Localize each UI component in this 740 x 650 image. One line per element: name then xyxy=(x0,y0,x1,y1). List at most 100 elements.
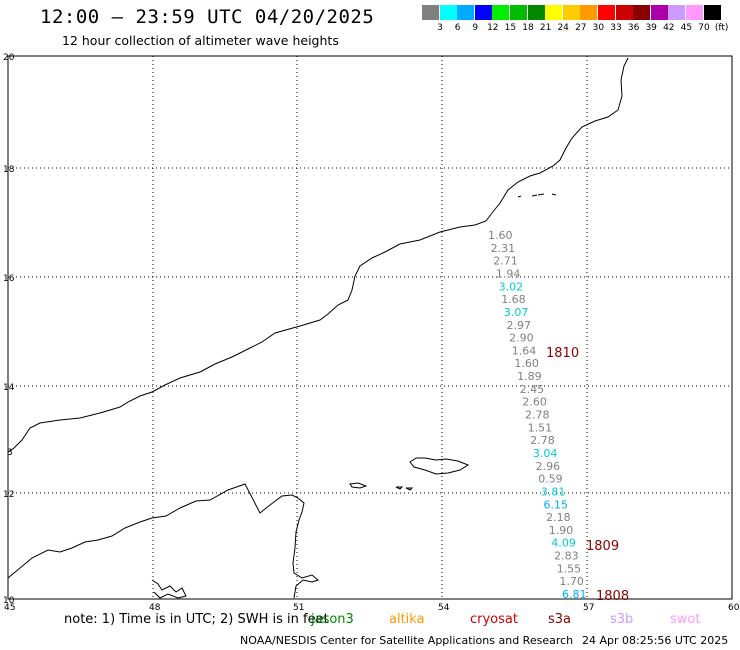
scale-swatch xyxy=(474,5,492,20)
satellite-legend-item: jason3 xyxy=(311,612,354,627)
satellite-legend-item: cryosat xyxy=(470,612,518,627)
longitude-tick-label: 48 xyxy=(149,603,161,613)
somalia-inland-marking xyxy=(151,579,187,599)
wave-height-value: 0.59 xyxy=(538,473,563,486)
credit-line: NOAA/NESDIS Center for Satellite Applica… xyxy=(240,634,574,647)
scale-swatch xyxy=(650,5,668,20)
latitude-tick-label: 12 xyxy=(3,490,14,500)
scale-label: 21 xyxy=(539,23,552,33)
wave-height-value: 3.04 xyxy=(533,447,558,460)
wave-height-value: 2.97 xyxy=(507,319,532,332)
scale-swatch xyxy=(457,5,475,20)
wave-height-value: 1.90 xyxy=(549,524,574,537)
scale-label: (ft) xyxy=(714,23,729,33)
pass-time-label: 1810 xyxy=(546,346,579,361)
scale-swatch xyxy=(668,5,686,20)
map-frame xyxy=(7,55,733,600)
scale-swatch xyxy=(527,5,545,20)
generated-timestamp: 24 Apr 08:25:56 UTC 2025 xyxy=(582,634,729,647)
chart-title: 12:00 — 23:59 UTC 04/20/2025 xyxy=(40,6,375,28)
somalia-coast xyxy=(7,483,320,599)
map-grid xyxy=(8,56,732,599)
samhah-island xyxy=(395,486,404,490)
longitude-tick-label: 51 xyxy=(293,603,304,613)
scale-swatch xyxy=(598,5,615,20)
wave-height-value: 2.96 xyxy=(536,460,561,473)
wave-height-value: 6.81 xyxy=(562,588,587,601)
wave-height-value: 6.15 xyxy=(544,498,569,511)
wave-height-value: 3.07 xyxy=(504,306,529,319)
satellite-legend-item: swot xyxy=(670,612,701,627)
scale-label: 33 xyxy=(610,23,622,33)
wave-height-value: 1.94 xyxy=(496,268,521,281)
scale-label: 27 xyxy=(575,23,587,33)
scale-swatch xyxy=(615,5,633,20)
wave-height-value: 2.78 xyxy=(525,409,550,422)
socotra-island xyxy=(409,457,470,475)
scale-label: 36 xyxy=(627,23,640,33)
longitude-tick-label: 45 xyxy=(4,603,15,613)
scale-label: 3 xyxy=(437,23,443,33)
wave-height-value: 2.31 xyxy=(491,242,515,255)
wave-height-value: 2.78 xyxy=(530,434,555,447)
scale-label: 24 xyxy=(557,23,569,33)
pass-time-labels: 1810 1809 1808 xyxy=(546,346,629,604)
scale-label: 39 xyxy=(645,23,657,33)
scale-label: 6 xyxy=(454,23,461,33)
scale-label: 30 xyxy=(592,23,605,33)
kuria-muria-islands xyxy=(517,193,557,198)
longitude-tick-labels: 45 48 51 54 57 60 xyxy=(4,603,740,613)
scale-swatch xyxy=(580,5,598,20)
scale-label: 15 xyxy=(504,23,517,33)
scale-swatch xyxy=(510,5,527,20)
partial-axis-label: 3 xyxy=(7,448,13,458)
wave-height-value: 1.89 xyxy=(517,370,542,383)
latitude-tick-label: 18 xyxy=(3,165,15,175)
wave-height-value: 1.70 xyxy=(559,575,584,588)
scale-swatch xyxy=(562,5,580,20)
wave-height-value: 2.60 xyxy=(522,396,547,409)
wave-height-value: 3.81 xyxy=(541,485,566,498)
wave-height-value: 1.60 xyxy=(488,229,513,242)
abd-al-kuri-island xyxy=(349,482,368,489)
scale-swatch xyxy=(422,5,439,20)
wave-height-value: 1.55 xyxy=(557,562,582,575)
pass-time-label: 1809 xyxy=(586,539,619,554)
wave-height-value: 2.18 xyxy=(546,511,571,524)
wave-height-value: 1.60 xyxy=(514,357,539,370)
latitude-tick-label: 16 xyxy=(3,274,15,284)
satellite-legend-item: altika xyxy=(389,612,425,627)
scale-swatch xyxy=(703,5,721,20)
latitude-tick-label: 14 xyxy=(3,383,15,393)
darsah-island xyxy=(405,487,414,491)
wave-height-value: 4.09 xyxy=(551,537,576,550)
wave-height-value: 2.83 xyxy=(554,550,579,563)
longitude-tick-label: 60 xyxy=(728,603,740,613)
scale-swatch xyxy=(545,5,563,20)
wave-height-value: 2.45 xyxy=(520,383,545,396)
arabian-peninsula-coast xyxy=(7,57,629,453)
latitude-tick-label: 10 xyxy=(3,596,15,606)
wave-height-value: 2.71 xyxy=(493,255,518,268)
pass-time-label: 1808 xyxy=(596,589,629,604)
scale-label: 18 xyxy=(522,23,534,33)
wave-height-value: 1.64 xyxy=(512,344,537,357)
scale-swatch xyxy=(492,5,510,20)
scale-label: 9 xyxy=(472,23,479,33)
scale-swatch xyxy=(439,5,457,20)
altimeter-track: 1.602.312.711.943.021.683.072.972.901.64… xyxy=(488,229,587,601)
satellite-legend-item: s3a xyxy=(548,612,572,627)
scale-swatch xyxy=(686,5,703,20)
scale-label: 12 xyxy=(487,23,499,33)
longitude-tick-label: 57 xyxy=(583,603,594,613)
scale-label: 45 xyxy=(680,23,693,33)
scale-label: 42 xyxy=(663,23,675,33)
wave-height-value: 2.90 xyxy=(509,332,533,345)
scale-label: 70 xyxy=(698,23,710,33)
wave-height-value: 1.51 xyxy=(528,421,553,434)
latitude-tick-label: 20 xyxy=(3,53,15,63)
wave-height-value: 3.02 xyxy=(499,280,523,293)
wave-height-value: 1.68 xyxy=(501,293,526,306)
satellite-legend-item: s3b xyxy=(610,612,634,627)
